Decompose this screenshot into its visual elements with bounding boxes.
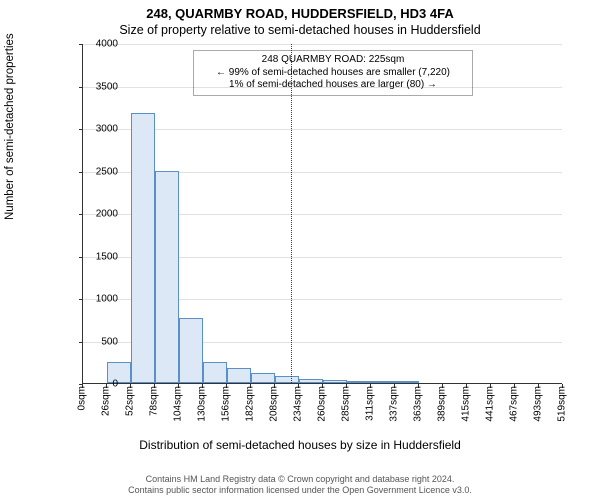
xtick-label: 285sqm: [340, 386, 351, 422]
xtick-label: 337sqm: [388, 386, 399, 422]
histogram-bar: [371, 381, 395, 383]
y-axis-label: Number of semi-detached properties: [4, 33, 16, 220]
page-title: 248, QUARMBY ROAD, HUDDERSFIELD, HD3 4FA: [0, 0, 600, 21]
xtick-label: 311sqm: [364, 386, 375, 421]
annotation-line-2: ← 99% of semi-detached houses are smalle…: [198, 67, 468, 80]
xtick-label: 78sqm: [149, 386, 160, 416]
reference-line: [291, 44, 292, 383]
histogram-bar: [227, 368, 251, 383]
page-subtitle: Size of property relative to semi-detach…: [0, 21, 600, 37]
ytick-label: 2500: [78, 166, 118, 177]
xtick-label: 260sqm: [317, 386, 328, 422]
ytick-label: 1000: [78, 294, 118, 305]
xtick-label: 363sqm: [412, 386, 423, 422]
xtick-label: 52sqm: [125, 386, 136, 416]
xtick-label: 467sqm: [508, 386, 519, 422]
xtick-label: 415sqm: [460, 386, 471, 422]
annotation-line-3: 1% of semi-detached houses are larger (8…: [198, 79, 468, 92]
ytick-label: 3000: [78, 124, 118, 135]
xtick-label: 493sqm: [532, 386, 543, 422]
ytick-label: 3500: [78, 81, 118, 92]
histogram-bar: [131, 113, 155, 383]
xtick-label: 130sqm: [197, 386, 208, 422]
histogram-bar: [299, 379, 323, 383]
x-axis-label: Distribution of semi-detached houses by …: [0, 438, 600, 452]
chart-container: 248 QUARMBY ROAD: 225sqm ← 99% of semi-d…: [48, 44, 568, 424]
annotation-line-1: 248 QUARMBY ROAD: 225sqm: [198, 54, 468, 67]
histogram-bar: [395, 381, 419, 383]
ytick-label: 4000: [78, 39, 118, 50]
histogram-bar: [203, 362, 227, 383]
xtick-label: 441sqm: [484, 386, 495, 422]
xtick-label: 0sqm: [77, 386, 88, 410]
histogram-bar: [347, 381, 371, 383]
gridline-h: [83, 44, 562, 45]
gridline-h: [83, 87, 562, 88]
annotation-box: 248 QUARMBY ROAD: 225sqm ← 99% of semi-d…: [193, 50, 473, 96]
footer-line-2: Contains public sector information licen…: [0, 485, 600, 496]
xtick-label: 104sqm: [173, 386, 184, 422]
plot-area: 248 QUARMBY ROAD: 225sqm ← 99% of semi-d…: [82, 44, 562, 384]
ytick-label: 2000: [78, 209, 118, 220]
xtick-label: 519sqm: [557, 386, 568, 422]
xtick-label: 182sqm: [245, 386, 256, 422]
xtick-label: 26sqm: [101, 386, 112, 416]
xtick-label: 156sqm: [221, 386, 232, 422]
histogram-bar: [323, 380, 347, 383]
footer: Contains HM Land Registry data © Crown c…: [0, 474, 600, 496]
histogram-bar: [155, 171, 179, 384]
histogram-bar: [251, 373, 275, 383]
xtick-label: 234sqm: [293, 386, 304, 422]
histogram-bar: [179, 318, 203, 383]
xtick-label: 208sqm: [269, 386, 280, 422]
ytick-label: 500: [78, 336, 118, 347]
ytick-label: 1500: [78, 251, 118, 262]
histogram-bar: [275, 376, 299, 383]
xtick-label: 389sqm: [436, 386, 447, 422]
footer-line-1: Contains HM Land Registry data © Crown c…: [0, 474, 600, 485]
